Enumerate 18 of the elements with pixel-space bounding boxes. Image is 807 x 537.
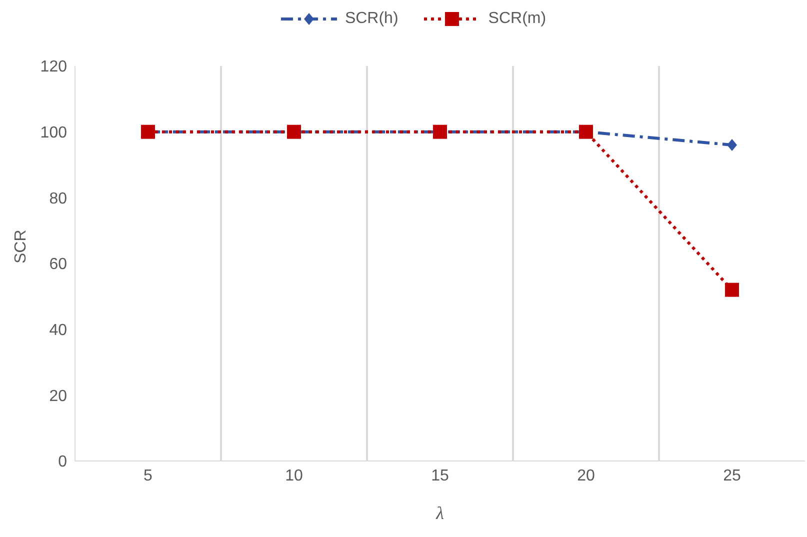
- y-tick-label: 20: [49, 388, 68, 405]
- x-axis-title: λ: [435, 503, 444, 523]
- y-axis-title: SCR: [12, 230, 30, 264]
- legend-label: SCR(m): [488, 10, 546, 28]
- x-tick-label: 5: [144, 467, 153, 484]
- point: [727, 139, 737, 151]
- x-tick-label: 20: [577, 467, 595, 484]
- x-tick-label: 25: [723, 467, 741, 484]
- y-tick-label: 0: [58, 454, 68, 471]
- x-tick-label: 10: [285, 467, 303, 484]
- y-tick-label: 80: [49, 190, 68, 208]
- x-tick-label: 15: [431, 467, 449, 484]
- y-tick-label: 60: [49, 256, 68, 274]
- point: [725, 282, 739, 297]
- y-tick-label: 120: [40, 58, 68, 76]
- legend-label: SCR(h): [344, 10, 398, 28]
- y-tick-label: 100: [40, 124, 68, 142]
- y-tick-label: 40: [49, 322, 68, 340]
